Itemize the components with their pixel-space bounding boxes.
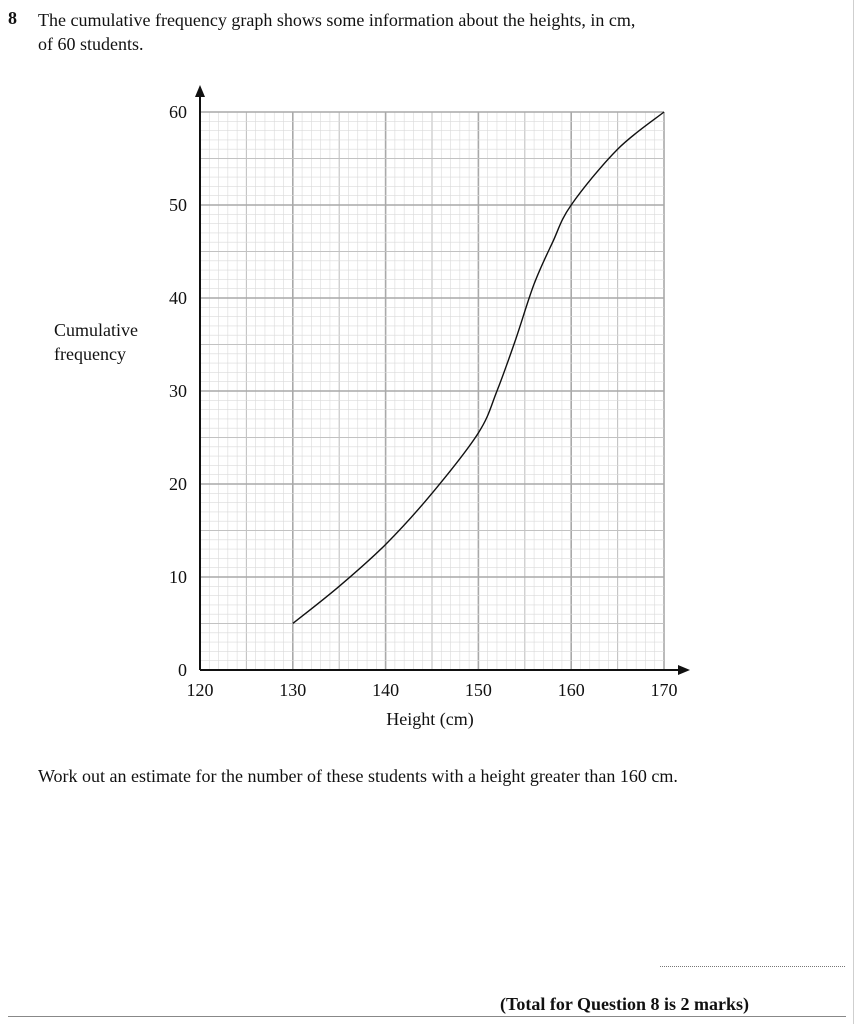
question-text: The cumulative frequency graph shows som… <box>38 8 738 56</box>
y-axis-label: Cumulative frequency <box>54 318 138 366</box>
x-tick-label: 130 <box>279 680 306 700</box>
y-axis-label-line-1: Cumulative <box>54 320 138 340</box>
task-text: Work out an estimate for the number of t… <box>38 766 678 786</box>
bottom-rule <box>8 1016 846 1017</box>
total-marks: (Total for Question 8 is 2 marks) <box>500 994 750 1014</box>
y-tick-label: 60 <box>169 102 187 122</box>
question-text-line-1: The cumulative frequency graph shows som… <box>38 10 636 30</box>
x-tick-label: 160 <box>558 680 585 700</box>
x-tick-label: 120 <box>187 680 214 700</box>
chart-grid <box>199 111 665 671</box>
y-tick-label: 30 <box>169 381 187 401</box>
y-axis-arrow-icon <box>195 85 205 97</box>
x-axis-label: Height (cm) <box>386 709 474 729</box>
x-tick-label: 170 <box>651 680 678 700</box>
x-axis-arrow-icon <box>678 665 690 675</box>
question-number: 8 <box>8 8 17 28</box>
x-tick-label: 140 <box>372 680 399 700</box>
y-tick-label: 40 <box>169 288 187 308</box>
answer-line[interactable] <box>660 966 845 967</box>
chart-tick-labels: 120 130 140 150 160 170 0 10 20 30 40 50 60 <box>169 102 678 700</box>
chart-axes <box>195 85 690 675</box>
page-edge-rule <box>853 0 854 1024</box>
y-tick-label: 20 <box>169 474 187 494</box>
cumulative-frequency-curve <box>292 111 665 625</box>
y-tick-label: 0 <box>178 660 187 680</box>
question-text-line-2: of 60 students. <box>38 34 144 54</box>
y-tick-label: 10 <box>169 567 187 587</box>
chart-series <box>292 111 665 625</box>
y-tick-label: 50 <box>169 195 187 215</box>
y-axis-label-line-2: frequency <box>54 344 126 364</box>
x-tick-label: 150 <box>465 680 492 700</box>
